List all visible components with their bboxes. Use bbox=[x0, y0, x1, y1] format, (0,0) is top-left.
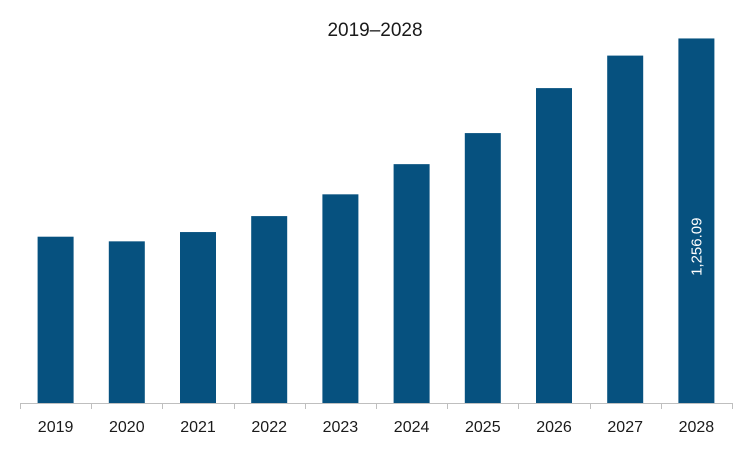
x-tick-label-2027: 2027 bbox=[607, 419, 643, 436]
x-tick-label-2023: 2023 bbox=[323, 419, 359, 436]
x-tick-label-2028: 2028 bbox=[679, 419, 715, 436]
x-tick-label-2024: 2024 bbox=[394, 419, 430, 436]
data-label-2028: 1,256.09 bbox=[688, 218, 705, 276]
bar-2024 bbox=[393, 164, 430, 403]
bar-2021 bbox=[180, 232, 216, 403]
bar-2027 bbox=[607, 55, 644, 403]
x-tick-labels: 2019 2020 2021 2022 2023 2024 2025 2026 2027 2028 bbox=[38, 419, 714, 436]
x-tick-label-2019: 2019 bbox=[38, 419, 74, 436]
x-tick-label-2025: 2025 bbox=[465, 419, 501, 436]
bars-group bbox=[37, 38, 715, 404]
bar-2025 bbox=[464, 133, 501, 404]
chart-title: 2019–2028 bbox=[327, 20, 422, 41]
bar-2026 bbox=[536, 88, 572, 404]
bar-2022 bbox=[251, 216, 288, 403]
x-tick-label-2020: 2020 bbox=[109, 419, 145, 436]
x-tick-label-2022: 2022 bbox=[251, 419, 287, 436]
data-labels: 1,256.09 bbox=[688, 218, 705, 276]
bar-2019 bbox=[37, 236, 74, 403]
x-tick-label-2021: 2021 bbox=[180, 419, 216, 436]
bar-2028 bbox=[678, 38, 715, 404]
x-tick-label-2026: 2026 bbox=[536, 419, 572, 436]
x-axis bbox=[20, 403, 733, 409]
bar-2023 bbox=[322, 194, 359, 403]
bar-2020 bbox=[108, 241, 145, 403]
